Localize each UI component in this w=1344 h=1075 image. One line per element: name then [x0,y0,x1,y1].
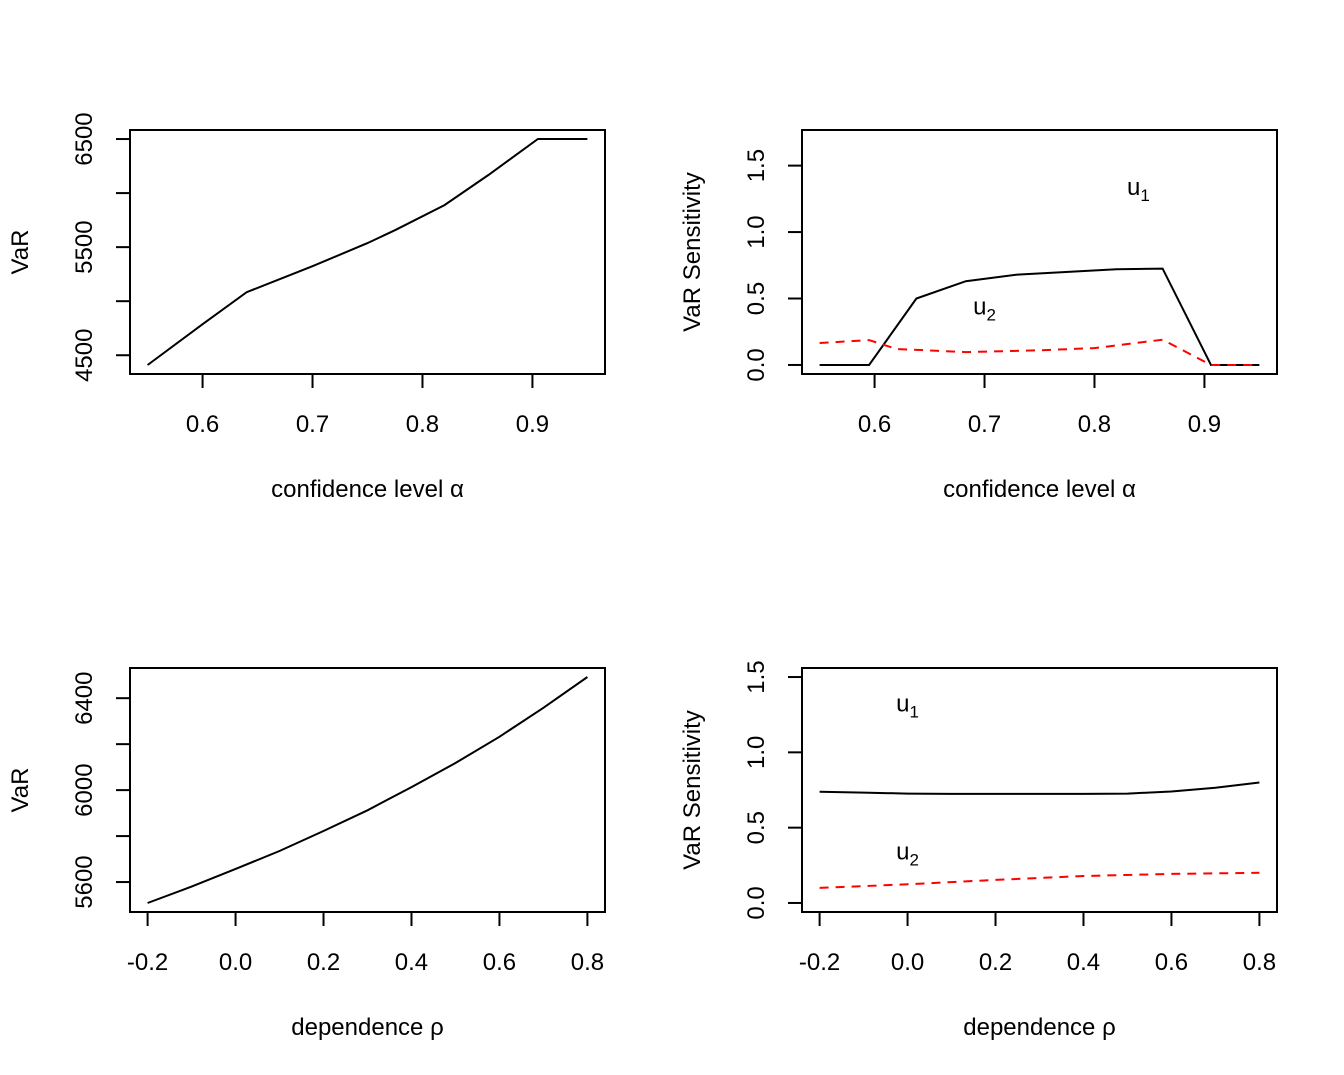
y-tick-label: 6000 [71,763,98,816]
x-tick-label: 0.0 [891,949,924,976]
x-tick-label: 0.4 [1067,949,1100,976]
y-tick-label: 6400 [71,671,98,724]
y-tick-label: 5500 [71,220,98,273]
plot-frame [129,129,606,375]
x-tick-label: 0.9 [1188,411,1221,438]
series-line [147,676,588,904]
y-tick-label: 1.0 [743,736,770,769]
y-tick-label: 0.0 [743,886,770,919]
x-axis-title: dependence ρ [291,1014,443,1041]
series-line-u1 [819,781,1260,795]
series-line [147,138,588,366]
x-tick-label: 0.2 [307,949,340,976]
x-tick-label: 0.0 [219,949,252,976]
panel-3: -0.2 0.0 0.2 0.4 0.6 0.8 5600 6000 6400 dependenc… [7,667,606,1041]
x-tick-label: -0.2 [127,949,168,976]
y-axis-title: VaR Sensitivity [679,710,706,870]
annotation-base: u [896,838,909,865]
annotation-base: u [896,691,909,718]
y-tick-label: 0.0 [743,348,770,381]
y-tick-label: 0.5 [743,282,770,315]
series-annotation-u1: u1 [1127,174,1150,205]
annotation-subscript: 1 [1140,186,1149,205]
y-axis-title: VaR [7,768,34,813]
plot-frame [801,129,1278,375]
series-annotation-u2: u2 [896,838,919,869]
x-tick-label: 0.6 [1155,949,1188,976]
annotation-base: u [973,293,986,320]
x-tick-label: 0.7 [968,411,1001,438]
x-tick-label: 0.2 [979,949,1012,976]
x-tick-label: 0.8 [406,411,439,438]
x-tick-label: 0.9 [516,411,549,438]
y-tick-label: 5600 [71,855,98,908]
x-tick-label: 0.4 [395,949,428,976]
y-tick-label: 6500 [71,112,98,165]
x-tick-label: -0.2 [799,949,840,976]
series-annotation-u1: u1 [896,691,919,722]
plot-frame [129,667,606,913]
annotation-subscript: 2 [986,305,995,324]
x-tick-label: 0.8 [571,949,604,976]
series-annotation-u2: u2 [973,293,996,324]
x-tick-label: 0.8 [1243,949,1276,976]
x-tick-label: 0.7 [296,411,329,438]
panel-2: 0.6 0.7 0.8 0.9 0.0 0.5 1.0 1.5 confidence level… [679,129,1278,503]
y-axis-title: VaR Sensitivity [679,172,706,332]
x-tick-label: 0.6 [483,949,516,976]
y-tick-label: 1.0 [743,215,770,248]
x-tick-label: 0.8 [1078,411,1111,438]
annotation-subscript: 1 [910,703,919,722]
x-tick-label: 0.6 [858,411,891,438]
y-tick-label: 1.5 [743,660,770,693]
x-axis-title: confidence level α [271,476,464,503]
x-axis-title: confidence level α [943,476,1136,503]
y-tick-label: 4500 [71,329,98,382]
plot-frame [801,667,1278,913]
panel-4: -0.2 0.0 0.2 0.4 0.6 0.8 0.0 0.5 1.0 1.5 dependenc… [679,660,1278,1041]
y-tick-label: 0.5 [743,811,770,844]
y-tick-label: 1.5 [743,149,770,182]
x-axis-title: dependence ρ [963,1014,1115,1041]
x-tick-label: 0.6 [186,411,219,438]
y-axis-title: VaR [7,230,34,275]
annotation-subscript: 2 [910,850,919,869]
panel-1: 0.6 0.7 0.8 0.9 4500 5500 6500 confidence level… [7,112,606,503]
series-line-u1 [819,267,1260,366]
annotation-base: u [1127,174,1140,201]
series-line-u2 [819,871,1260,889]
